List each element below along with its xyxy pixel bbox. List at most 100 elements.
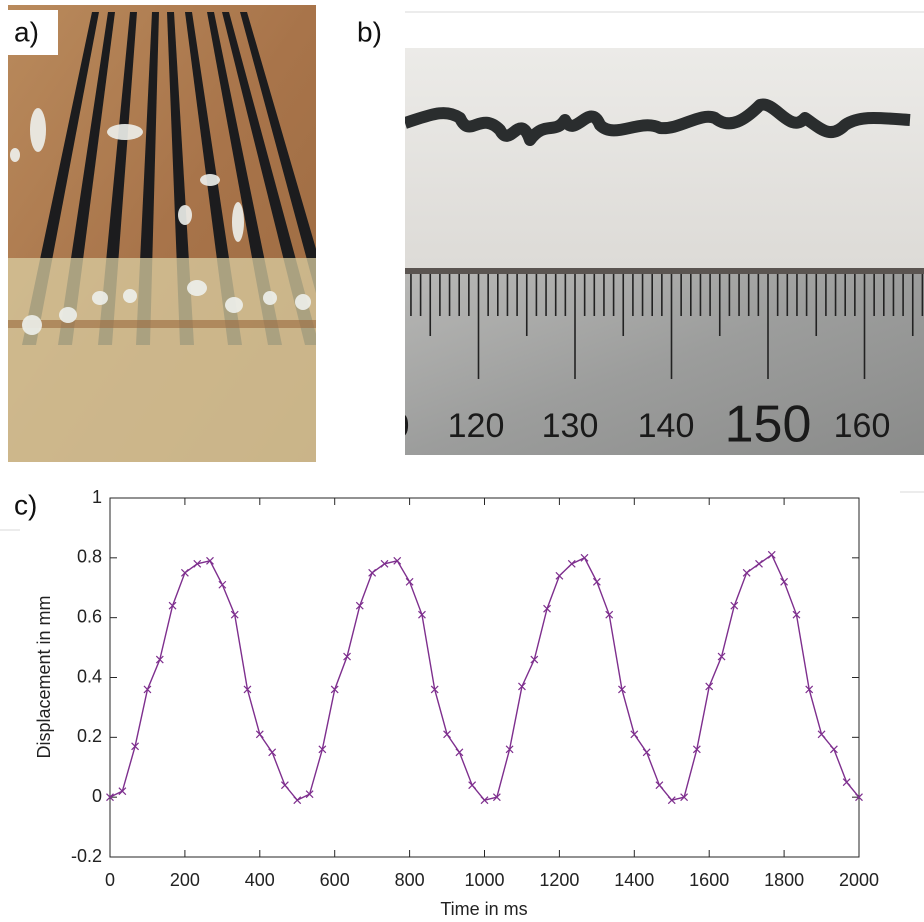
marker: [505, 745, 514, 754]
x-tick-label: 1600: [689, 870, 729, 890]
marker: [305, 790, 314, 799]
x-tick-label: 1400: [614, 870, 654, 890]
chart: Time in ms Displacement in mm 0 200 400 600…: [34, 487, 879, 919]
marker: [692, 745, 701, 754]
y-tick-label: 1: [92, 487, 102, 507]
marker: [480, 796, 489, 805]
marker: [368, 568, 377, 577]
ruler-ticks: [410, 274, 924, 379]
ruler-label: 150: [725, 396, 812, 454]
marker: [518, 682, 526, 691]
x-tick-label: 0: [105, 870, 115, 890]
marker: [206, 556, 214, 565]
x-tick-label: 2000: [839, 870, 879, 890]
marker: [567, 559, 576, 568]
marker: [180, 568, 189, 577]
tape-edge: [8, 320, 316, 328]
ruler-label: 130: [542, 407, 599, 445]
marker: [255, 730, 264, 739]
x-tick-label: 1800: [764, 870, 804, 890]
x-tick-label: 1200: [539, 870, 579, 890]
marker: [193, 559, 202, 568]
axes-box: [109, 497, 860, 858]
marker: [468, 781, 477, 790]
y-tick-label: 0: [92, 786, 102, 806]
tape: [8, 258, 316, 462]
marker: [131, 742, 140, 751]
marker: [230, 610, 239, 619]
marker: [455, 748, 464, 757]
marker: [268, 748, 277, 757]
panel-label: b): [357, 16, 382, 47]
y-tick-label: 0.2: [77, 726, 102, 746]
y-tick-label: 0.6: [77, 606, 102, 626]
marker: [767, 550, 776, 559]
fiber: [405, 98, 911, 146]
marker: [106, 793, 114, 802]
marker: [405, 577, 414, 586]
marker: [218, 580, 227, 589]
x-tick-label: 600: [320, 870, 350, 890]
marker: [630, 730, 639, 739]
marker: [605, 610, 614, 619]
ruler-label: 0: [391, 407, 410, 445]
marker: [680, 793, 689, 802]
marker: [755, 559, 763, 568]
marker: [618, 685, 626, 694]
marker: [592, 577, 601, 586]
x-tick-label: 1000: [464, 870, 504, 890]
x-tick-label: 400: [245, 870, 275, 890]
marker: [143, 685, 152, 694]
marker: [705, 682, 714, 691]
glue-spots: [10, 108, 311, 335]
panel-label: a): [14, 16, 39, 47]
marker: [343, 652, 351, 661]
photo-a: [8, 5, 316, 462]
marker: [393, 556, 402, 565]
x-axis-label: Time in ms: [440, 899, 527, 919]
marker: [655, 781, 664, 790]
paper: [405, 48, 924, 278]
marker: [742, 568, 751, 577]
marker: [730, 601, 739, 610]
ruler-edge: [405, 268, 924, 274]
marker: [817, 730, 826, 739]
y-tick-label: 0.8: [77, 547, 102, 567]
marker: [293, 796, 302, 805]
marker: [155, 655, 164, 664]
ruler-label: 160: [834, 407, 891, 445]
marker: [492, 793, 501, 802]
x-tick-label: 200: [170, 870, 200, 890]
marker: [805, 685, 814, 694]
marker: [543, 604, 551, 613]
marker: [443, 730, 451, 739]
marker: [792, 610, 801, 619]
panel-label: c): [14, 489, 37, 520]
marker: [318, 745, 327, 754]
marker: [555, 571, 564, 580]
marker: [842, 778, 851, 787]
marker: [829, 745, 838, 754]
marker: [118, 787, 127, 796]
ruler-labels: 0 120 130 140 150 160: [391, 396, 891, 454]
marker: [430, 685, 439, 694]
marker: [418, 610, 426, 619]
marker: [168, 601, 177, 610]
marker: [530, 655, 539, 664]
marker: [355, 601, 364, 610]
marker: [642, 748, 651, 757]
ruler: [405, 270, 924, 455]
y-tick-label: -0.2: [71, 846, 102, 866]
marker: [780, 577, 789, 586]
photo-b: 0 120 130 140 150 160: [391, 48, 924, 455]
x-tick-label: 800: [395, 870, 425, 890]
marker: [667, 796, 676, 805]
label-bg: [8, 10, 58, 55]
marker: [280, 781, 289, 790]
marker: [580, 553, 589, 562]
marker: [243, 685, 252, 694]
y-tick-label: 0.4: [77, 666, 102, 686]
ruler-label: 140: [638, 407, 695, 445]
